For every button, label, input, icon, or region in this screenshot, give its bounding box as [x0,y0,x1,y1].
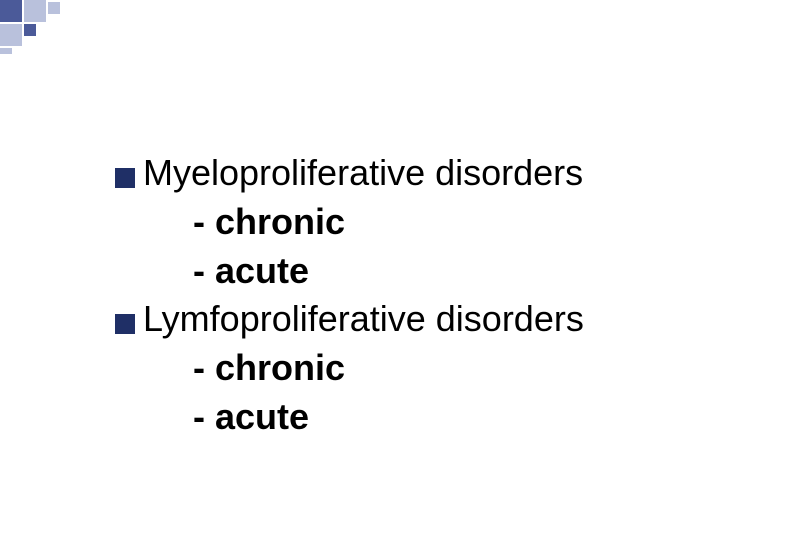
corner-decoration [0,0,120,60]
deco-square [0,24,22,46]
deco-square [48,2,60,14]
slide-content: Myeloproliferative disorders - chronic -… [115,150,770,443]
list-item: Myeloproliferative disorders [115,150,770,197]
sub-list-item: - acute [115,248,770,295]
sub-list-item: - chronic [115,345,770,392]
list-item-text: Myeloproliferative disorders [143,150,583,197]
deco-square [0,48,12,54]
deco-square [0,0,22,22]
square-bullet-icon [115,314,135,334]
list-item-text: Lymfoproliferative disorders [143,296,584,343]
sub-list-item: - chronic [115,199,770,246]
deco-square [24,0,46,22]
deco-square [24,24,36,36]
sub-list-item: - acute [115,394,770,441]
square-bullet-icon [115,168,135,188]
list-item: Lymfoproliferative disorders [115,296,770,343]
